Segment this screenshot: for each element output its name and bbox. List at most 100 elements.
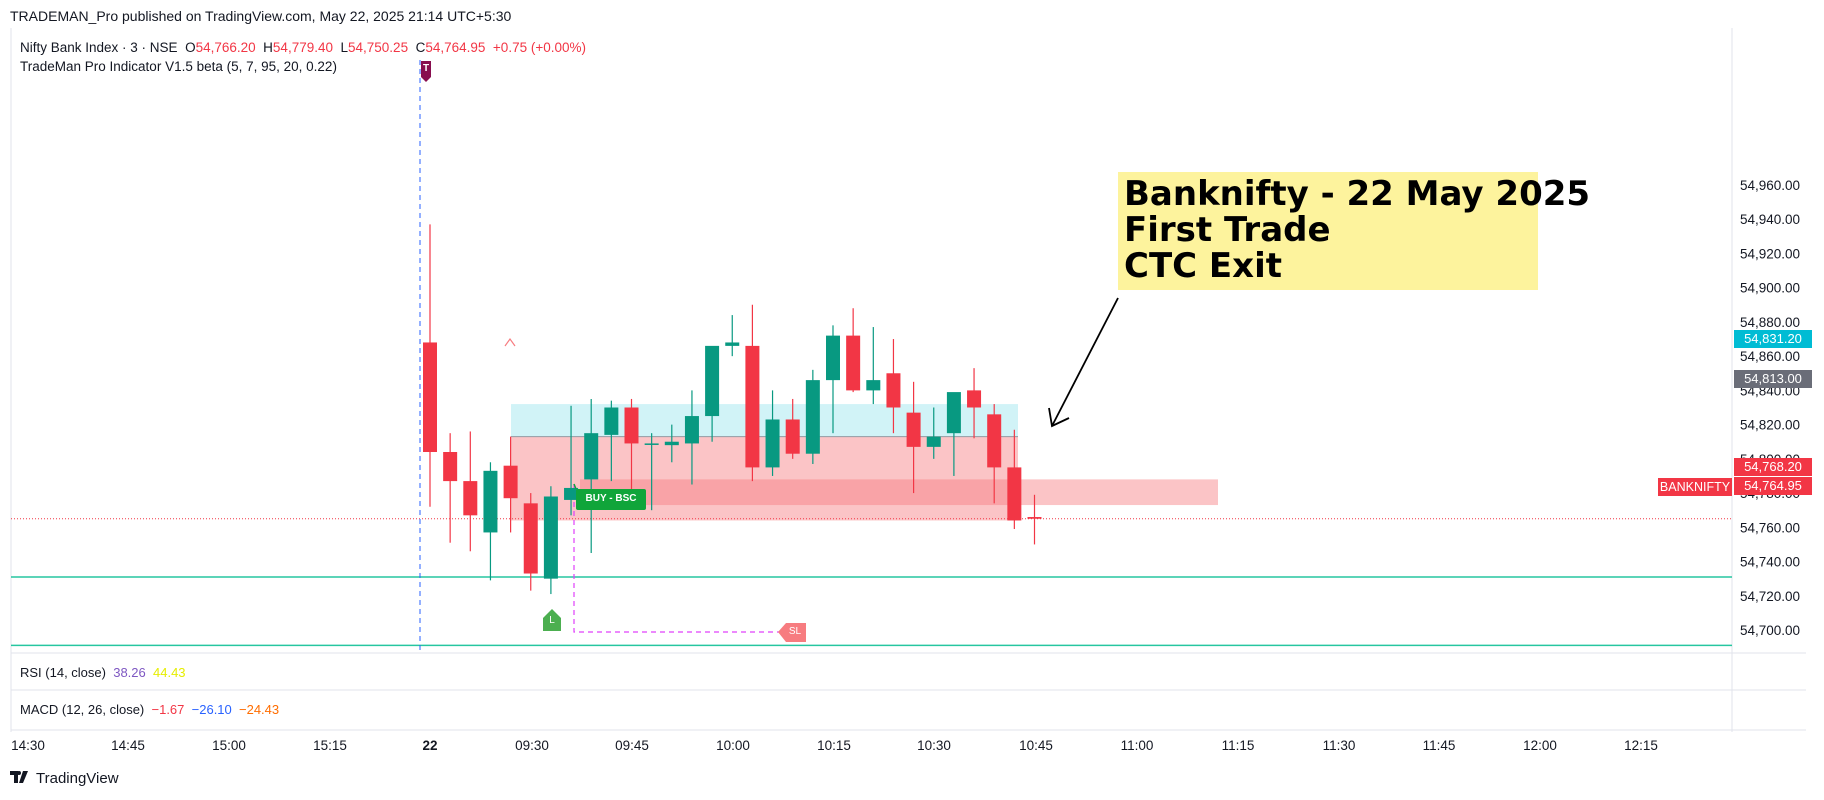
y-tick-label: 54,820.00 — [1740, 418, 1800, 433]
close-value: 54,764.95 — [425, 40, 486, 55]
candle — [644, 433, 659, 511]
price-axis[interactable]: 54,700.0054,720.0054,740.0054,760.0054,7… — [1740, 178, 1800, 638]
time-axis[interactable]: 14:30 14:45 15:00 15:15 22 09:30 09:45 10:00 10:… — [11, 738, 1658, 753]
tradingview-logo[interactable]: TradingView — [10, 770, 119, 787]
y-tick-label: 54,960.00 — [1740, 178, 1800, 193]
candle-body — [604, 407, 619, 435]
high-value: 54,779.40 — [272, 40, 333, 55]
candle-body — [684, 416, 699, 444]
candle-body — [987, 414, 1002, 468]
candle — [624, 398, 639, 490]
candle — [1007, 429, 1022, 530]
buy-signal-box — [576, 489, 646, 510]
sl-marker-label: SL — [788, 626, 802, 637]
macd-value-1: −1.67 — [151, 702, 185, 717]
candle-body — [906, 412, 921, 447]
tradingview-logo-icon — [10, 770, 30, 787]
candle-body — [483, 470, 498, 533]
y-tick-label: 54,920.00 — [1740, 246, 1800, 261]
annotation-line-2: First Trade — [1124, 210, 1331, 250]
open-label: O — [185, 40, 196, 55]
macd-legend[interactable]: MACD (12, 26, close) −1.67 −26.10 −24.43 — [20, 702, 279, 717]
candle-body — [664, 441, 679, 446]
x-tick-label: 22 — [422, 738, 437, 753]
y-tick-label: 54,900.00 — [1740, 281, 1800, 296]
annotation-arrow-head — [1048, 407, 1070, 428]
indicator-legend[interactable]: TradeMan Pro Indicator V1.5 beta (5, 7, … — [20, 59, 337, 74]
levels-layer — [11, 518, 1732, 647]
macd-value-2: −26.10 — [191, 702, 232, 717]
price-tag-red-upper: 54,768.20 — [1734, 458, 1812, 476]
y-tick-label: 54,720.00 — [1740, 589, 1800, 604]
candle-body — [503, 465, 518, 499]
candle — [946, 392, 961, 476]
candle-body — [1007, 467, 1022, 521]
x-tick-label: 12:00 — [1523, 738, 1557, 753]
zone-start-arrow-icon — [504, 337, 516, 347]
buy-signal-label: BUY - BSC — [585, 493, 637, 504]
candle — [443, 433, 458, 543]
x-tick-label: 10:00 — [716, 738, 750, 753]
rsi-label: RSI (14, close) — [20, 665, 106, 680]
low-value: 54,750.25 — [348, 40, 409, 55]
change-value: +0.75 (+0.00%) — [492, 40, 586, 55]
x-tick-label: 10:15 — [817, 738, 851, 753]
y-tick-label: 54,740.00 — [1740, 555, 1800, 570]
x-tick-label: 09:30 — [515, 738, 549, 753]
symbol-tag: BANKNIFTY — [1658, 478, 1732, 496]
candle — [745, 304, 760, 482]
candle — [866, 327, 881, 405]
candle — [725, 315, 740, 357]
candle-body — [644, 443, 659, 445]
rsi-value-2: 44.43 — [153, 665, 186, 680]
candle — [564, 405, 579, 516]
rsi-legend[interactable]: RSI (14, close) 38.26 44.43 — [20, 665, 186, 680]
candle — [926, 407, 941, 459]
annotation-box[interactable]: Banknifty - 22 May 2025 First Trade CTC … — [1118, 172, 1590, 290]
x-tick-label: 14:45 — [111, 738, 145, 753]
candle-body — [543, 496, 558, 579]
candle-body — [705, 345, 720, 417]
buy-signal-pointer — [573, 483, 577, 490]
candle-body — [926, 436, 941, 447]
x-tick-label: 11:45 — [1423, 738, 1456, 753]
candle-body — [946, 392, 961, 434]
macd-value-3: −24.43 — [239, 702, 280, 717]
high-label: H — [263, 40, 273, 55]
candle — [664, 424, 679, 463]
symbol-name[interactable]: Nifty Bank Index · 3 · NSE — [20, 40, 178, 55]
annotation-line-3: CTC Exit — [1124, 246, 1282, 286]
ohlc-legend[interactable]: Nifty Bank Index · 3 · NSE O54,766.20 H5… — [20, 40, 586, 55]
candle-body — [443, 452, 458, 482]
candle — [826, 325, 840, 434]
x-tick-label: 12:15 — [1624, 738, 1658, 753]
candle-body — [423, 342, 437, 452]
x-tick-label: 11:30 — [1323, 738, 1356, 753]
candle — [765, 390, 780, 476]
candle-body — [826, 335, 840, 381]
price-tag-current: 54,764.95 — [1734, 477, 1812, 495]
y-tick-label: 54,940.00 — [1740, 212, 1800, 227]
low-label: L — [340, 40, 349, 55]
l-marker-icon — [543, 609, 561, 631]
candle-body — [765, 419, 780, 468]
close-label: C — [415, 40, 426, 55]
candle — [684, 390, 699, 485]
publisher-line: TRADEMAN_Pro published on TradingView.co… — [10, 8, 512, 24]
candle-body — [463, 481, 478, 516]
candle — [886, 339, 901, 434]
candle-body — [564, 487, 579, 500]
candle-body — [745, 345, 760, 468]
candle — [705, 345, 720, 442]
t-marker-icon — [421, 61, 431, 82]
y-tick-label: 54,760.00 — [1740, 520, 1800, 535]
y-tick-label: 54,860.00 — [1740, 349, 1800, 364]
y-tick-label: 54,880.00 — [1740, 315, 1800, 330]
candle — [987, 404, 1002, 504]
candle-body — [1027, 517, 1042, 519]
x-tick-label: 10:30 — [917, 738, 951, 753]
candle — [523, 493, 538, 591]
candle — [543, 486, 558, 595]
candle-body — [785, 419, 800, 454]
